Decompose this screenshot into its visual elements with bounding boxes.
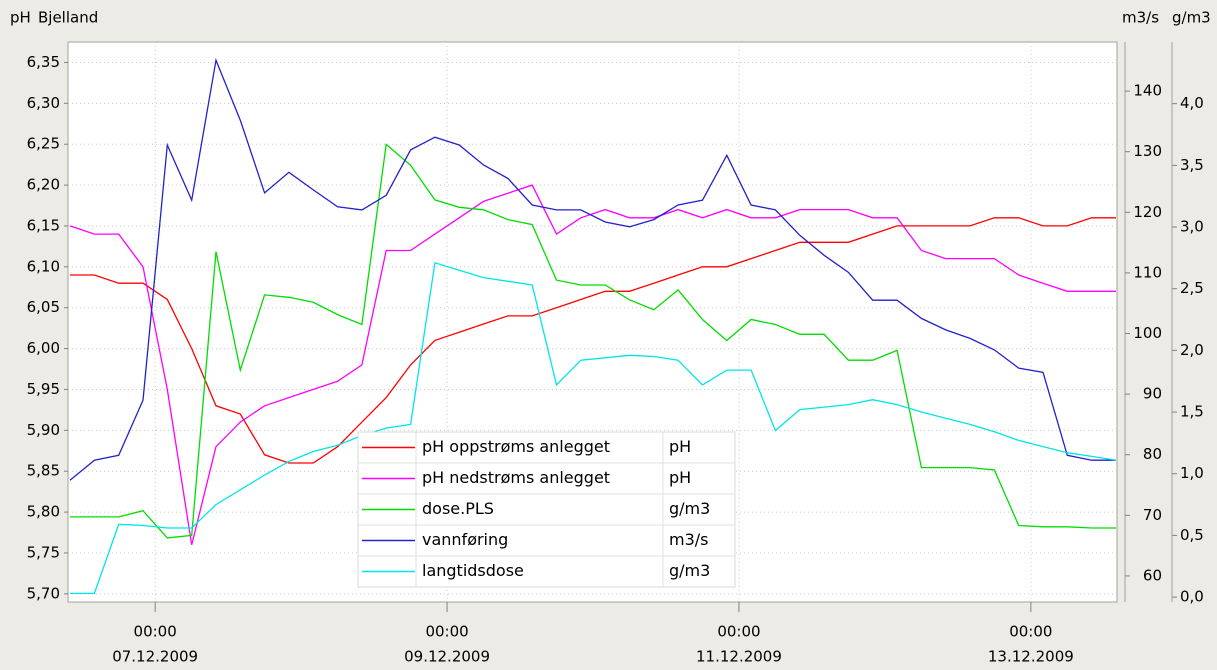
x-tick-label: 00:00 bbox=[134, 623, 177, 641]
legend-label: pH nedstrøms anlegget bbox=[422, 468, 610, 487]
legend-unit: pH bbox=[669, 468, 691, 487]
y2-axis-label: m3/s bbox=[1122, 9, 1159, 27]
y2-tick-label: 100 bbox=[1133, 324, 1162, 342]
y-tick-label: 6,15 bbox=[27, 216, 60, 234]
series-line bbox=[70, 217, 1116, 464]
x-tick-label: 00:00 bbox=[717, 623, 760, 641]
legend-label: dose.PLS bbox=[422, 499, 494, 518]
y3-tick-label: 2,0 bbox=[1180, 341, 1204, 359]
legend-label: langtidsdose bbox=[422, 561, 524, 580]
y2-tick-label: 70 bbox=[1143, 506, 1162, 524]
y-tick-label: 6,35 bbox=[27, 53, 60, 71]
y-tick-label: 5,70 bbox=[27, 584, 60, 602]
y2-tick-label: 110 bbox=[1133, 263, 1162, 281]
y2-tick-label: 120 bbox=[1133, 203, 1162, 221]
x-tick-label: 11.12.2009 bbox=[696, 648, 782, 666]
y-tick-label: 6,20 bbox=[27, 176, 60, 194]
y3-axis-label: g/m3 bbox=[1172, 9, 1211, 27]
series-line bbox=[70, 261, 1117, 595]
y3-tick-label: 2,5 bbox=[1180, 279, 1204, 297]
y3-tick-label: 3,0 bbox=[1180, 218, 1204, 236]
y-tick-label: 6,05 bbox=[27, 298, 60, 316]
x-tick-label: 07.12.2009 bbox=[112, 648, 198, 666]
y3-tick-label: 1,0 bbox=[1180, 464, 1204, 482]
x-tick-label: 09.12.2009 bbox=[404, 648, 490, 666]
y2-tick-label: 130 bbox=[1133, 142, 1162, 160]
y-tick-label: 5,85 bbox=[27, 462, 60, 480]
x-tick-label: 13.12.2009 bbox=[988, 648, 1074, 666]
y3-tick-label: 1,5 bbox=[1180, 403, 1204, 421]
legend-unit: g/m3 bbox=[669, 499, 710, 518]
legend-label: pH oppstrøms anlegget bbox=[422, 437, 610, 456]
series-line bbox=[69, 57, 1116, 481]
x-tick-label: 00:00 bbox=[1009, 623, 1052, 641]
legend-unit: pH bbox=[669, 437, 691, 456]
y-tick-label: 5,95 bbox=[27, 380, 60, 398]
x-tick-label: 00:00 bbox=[425, 623, 468, 641]
legend-unit: m3/s bbox=[669, 530, 709, 549]
y3-tick-label: 0,0 bbox=[1180, 588, 1204, 606]
y2-tick-label: 140 bbox=[1133, 82, 1162, 100]
y-tick-label: 6,25 bbox=[27, 135, 60, 153]
y-tick-label: 5,80 bbox=[27, 503, 60, 521]
series-line bbox=[70, 143, 1116, 539]
y-tick-label: 6,00 bbox=[27, 339, 60, 357]
series-line bbox=[69, 184, 1116, 545]
y-tick-label: 5,75 bbox=[27, 543, 60, 561]
legend-unit: g/m3 bbox=[669, 561, 710, 580]
chart-title: Bjelland bbox=[38, 9, 98, 27]
y-tick-label: 6,10 bbox=[27, 257, 60, 275]
legend-box bbox=[357, 431, 736, 588]
y-tick-label: 5,90 bbox=[27, 421, 60, 439]
legend: pH oppstrøms anlegget pH pH nedstrøms anle… bbox=[357, 431, 736, 588]
legend-label: vannføring bbox=[422, 530, 508, 549]
y-axis-label: pH bbox=[10, 9, 31, 27]
y3-tick-label: 4,0 bbox=[1180, 94, 1204, 112]
y-tick-label: 6,30 bbox=[27, 94, 60, 112]
y2-tick-label: 80 bbox=[1143, 445, 1162, 463]
y3-tick-label: 3,5 bbox=[1180, 156, 1204, 174]
y2-tick-label: 60 bbox=[1143, 566, 1162, 584]
y3-tick-label: 0,5 bbox=[1180, 526, 1204, 544]
y2-tick-label: 90 bbox=[1143, 385, 1162, 403]
